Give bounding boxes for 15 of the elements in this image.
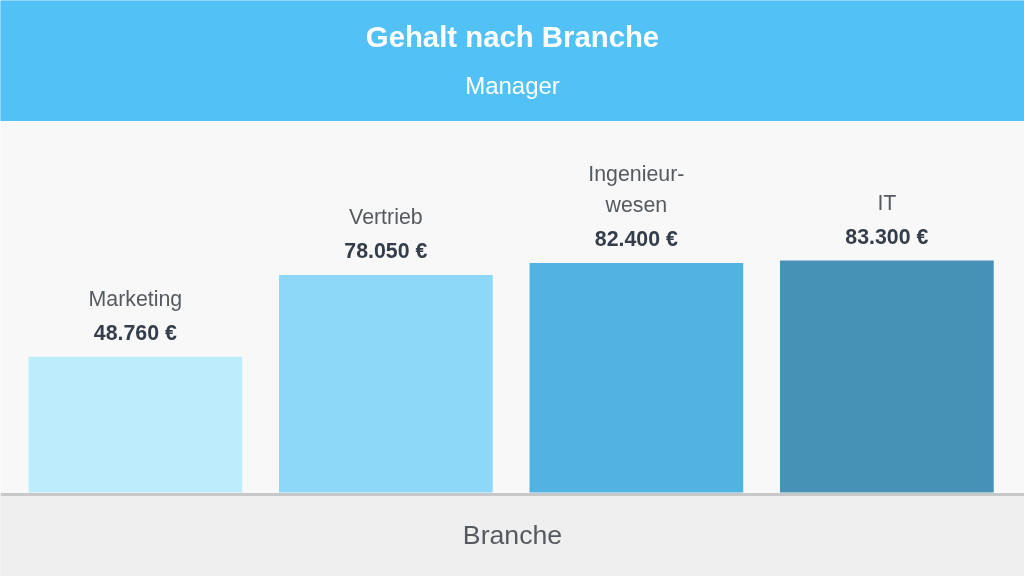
- data-label: 48.760 €: [93, 320, 177, 345]
- chart-title: Gehalt nach Branche: [365, 20, 660, 53]
- data-label: 82.400 €: [594, 227, 678, 252]
- x-tick-label: Ingenieur- wesen: [588, 161, 685, 218]
- x-axis-title: Branche: [462, 519, 563, 550]
- bar: [780, 260, 994, 493]
- bar: [529, 263, 744, 493]
- data-label: 78.050 €: [344, 239, 428, 264]
- bar: [279, 275, 493, 493]
- x-tick-label: Marketing: [88, 286, 183, 311]
- x-tick-label: Vertrieb: [349, 205, 423, 230]
- data-label: 83.300 €: [845, 224, 929, 249]
- chart-subtitle: Manager: [465, 72, 560, 99]
- x-tick-label: IT: [877, 190, 897, 215]
- bar: [28, 356, 243, 493]
